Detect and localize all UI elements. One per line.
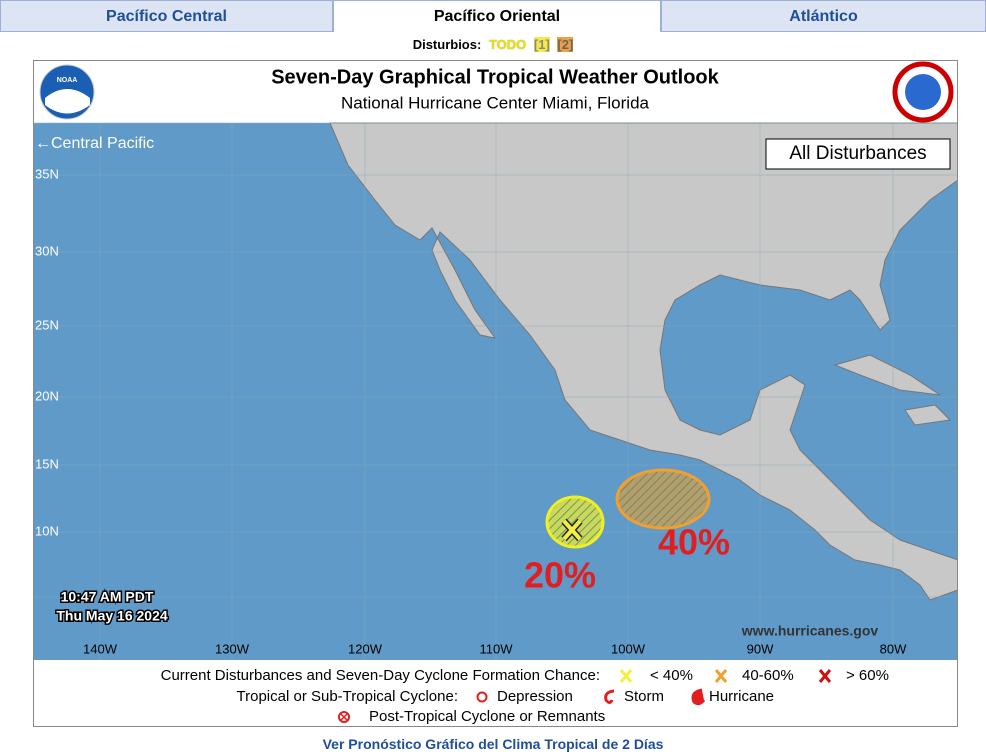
header-bg [33,60,958,124]
lon-label: 80W [880,641,907,656]
view-label: All Disturbances [789,143,926,164]
subtitle: National Hurricane Center Miami, Florida [341,93,650,112]
lat-label: 30N [35,243,59,258]
central-pacific-link[interactable]: ←Central Pacific [35,135,154,152]
outlook-map: NOAA Seven-Day Graphical Tropical Weathe… [33,60,958,727]
title: Seven-Day Graphical Tropical Weather Out… [271,66,719,88]
icon [338,711,350,723]
disturbance-x[interactable] [562,519,582,541]
footer-link[interactable]: Ver Pronóstico Gráfico del Clima Tropica… [322,736,664,752]
icon [340,713,348,721]
lon-label: 130W [215,641,250,656]
view-box [765,138,951,170]
legend-item: Storm [624,688,664,705]
legend-label: Current Disturbances and Seven-Day Cyclo… [161,667,600,684]
legend-item: > 60% [846,667,889,684]
legend-item: Depression [497,688,573,705]
legend-bg [33,660,958,727]
lat-label: 15N [35,456,59,471]
lat-label: 25N [35,317,59,332]
timestamp: 10:47 AM PDT [61,589,154,605]
nws-logo-inner [905,74,941,110]
tab[interactable]: Atlántico [661,0,986,32]
label: Disturbios: [412,37,482,52]
link[interactable]: [1] [533,37,550,52]
icon [476,691,488,703]
legend-item: Hurricane [709,688,774,705]
lon-label: 90W [747,641,774,656]
lon-label: 140W [83,641,118,656]
link[interactable]: [2] [557,37,574,52]
lat-label: 10N [35,523,59,538]
credit: www.hurricanes.gov [741,623,879,639]
icon [818,669,832,683]
lat-label: 35N [35,166,59,181]
chance-label: 20% [524,555,596,596]
chance-label: 40% [658,522,730,563]
lat-label: 20N [35,388,59,403]
legend-label: Tropical or Sub-Tropical Cyclone: [237,688,458,705]
frame-border [33,60,958,727]
disturbance-area[interactable] [615,468,711,530]
tab-active[interactable]: Pacífico Oriental [333,0,661,32]
icon [714,669,728,683]
land [329,122,958,601]
cuba [833,354,941,396]
icon [691,688,706,706]
lon-label: 100W [611,641,646,656]
timestamp: Thu May 16 2024 [56,608,167,624]
logo-text: NOAA [57,77,78,84]
link[interactable]: TODO [488,37,527,52]
disturbance-bar: Disturbios: TODO [1] [2] [0,37,986,52]
hispaniola [904,404,952,426]
legend-item: 40-60% [742,667,794,684]
lon-label: 110W [480,641,514,656]
icon [619,669,633,683]
icon [604,689,615,704]
legend-item: < 40% [650,667,693,684]
legend-item: Post-Tropical Cyclone or Remnants [369,708,605,725]
tab[interactable]: Pacífico Central [0,0,333,32]
logo-wave [45,89,90,114]
lon-label: 120W [348,641,383,656]
